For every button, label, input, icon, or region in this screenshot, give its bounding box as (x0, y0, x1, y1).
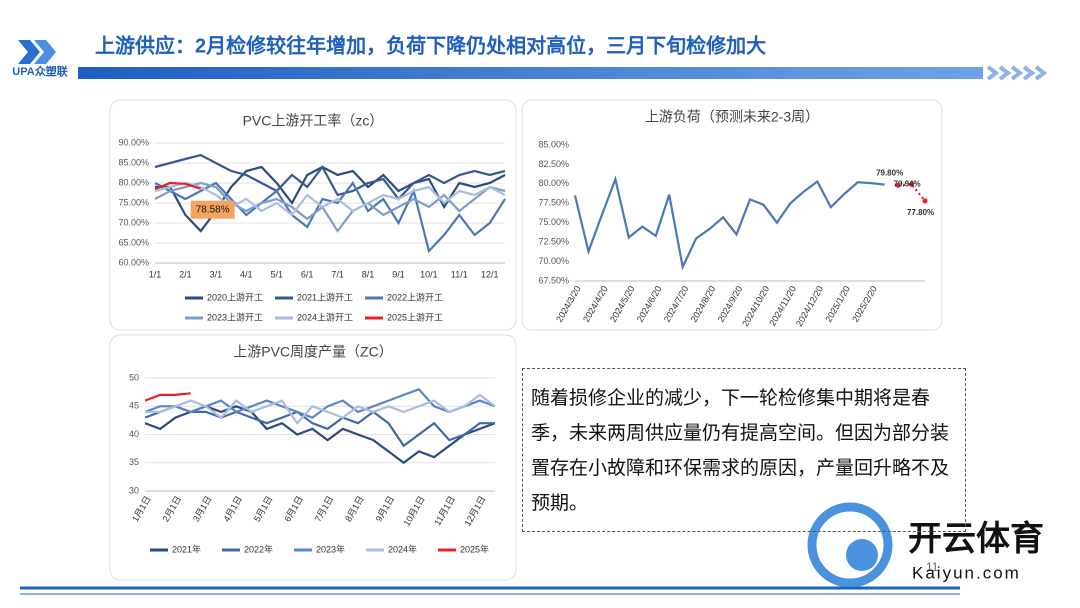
y-tick-label: 45 (129, 401, 139, 411)
y-tick-label: 75.00% (118, 197, 149, 207)
page-number: 11 (926, 560, 939, 574)
x-tick-label: 7/1 (331, 269, 344, 279)
point (922, 198, 928, 204)
data-label: 77.80% (907, 208, 934, 217)
header-arrows (986, 65, 1048, 81)
legend-label: 2022年 (244, 543, 273, 554)
y-tick-label: 65.00% (118, 237, 149, 247)
legend-label: 2024年 (388, 543, 417, 554)
chart-title: 上游负荷（预测未来2-3周） (645, 109, 819, 125)
logo-text: UPA众塑联 (12, 64, 67, 78)
x-tick-label: 11/1 (451, 269, 468, 279)
chart-frame (109, 334, 517, 581)
chart-title: PVC上游开工率（zc） (243, 113, 384, 129)
x-tick-label: 6/1 (301, 269, 314, 279)
y-tick-label: 67.50% (538, 275, 569, 285)
x-tick-label: 10/1 (420, 269, 438, 279)
legend-label: 2021年 (172, 543, 201, 554)
y-tick-label: 50 (129, 372, 139, 382)
legend-label: 2025年 (460, 543, 489, 554)
legend-label: 2025上游开工 (387, 311, 443, 322)
y-tick-label: 35 (129, 457, 139, 467)
y-tick-label: 77.50% (538, 198, 569, 208)
y-tick-label: 85.00% (538, 139, 569, 149)
watermark-en: Kaiyun.com (912, 563, 1021, 582)
series-line (154, 181, 506, 217)
y-tick-label: 70.00% (538, 256, 569, 266)
y-tick-label: 70.00% (118, 217, 149, 227)
watermark-cn: 开云体育 (908, 520, 1044, 558)
y-tick-label: 82.50% (538, 159, 569, 169)
header-band (78, 67, 983, 79)
y-tick-label: 90.00% (118, 137, 149, 147)
y-tick-label: 60.00% (118, 257, 149, 267)
y-tick-label: 85.00% (118, 157, 149, 167)
logo: UPA众塑联 (12, 40, 68, 78)
chart-frame (521, 99, 943, 331)
y-tick-label: 80.00% (118, 177, 149, 187)
series-line (154, 181, 506, 233)
text-box: 随着损修企业的减少，下一轮检修集中期将是春季，未来两周供应量仍有提高空间。但因为… (522, 368, 966, 532)
slide-title: 上游供应：2月检修较往年增加，负荷下降仍处相对高位，三月下旬检修加大 (95, 33, 766, 57)
y-tick-label: 40 (129, 429, 139, 439)
legend-label: 2021上游开工 (297, 291, 353, 302)
series-line (144, 405, 495, 448)
annotation-box (190, 200, 235, 219)
series-line (145, 393, 496, 425)
chart-title: 上游PVC周度产量（ZC） (233, 344, 392, 360)
y-tick-label: 80.00% (538, 178, 569, 188)
x-tick-label: 9/1 (392, 269, 405, 279)
y-tick-label: 72.50% (538, 237, 569, 247)
series-line (154, 181, 202, 191)
x-tick-label: 8/1 (362, 269, 375, 279)
series-line (573, 175, 885, 271)
x-tick-label: 4/1 (240, 269, 253, 279)
x-tick-label: 2/1 (179, 269, 192, 279)
annotation: 78.58% (196, 204, 230, 215)
x-tick-label: 12/1 (481, 269, 499, 279)
series-line (144, 388, 496, 419)
x-tick-label: 3/1 (210, 269, 223, 279)
x-tick-label: 5/1 (270, 269, 283, 279)
legend-label: 2020上游开工 (207, 291, 263, 302)
series-line (154, 180, 506, 254)
legend-label: 2024上游开工 (297, 311, 353, 322)
legend-label: 2022上游开工 (387, 291, 443, 302)
legend-label: 2023年 (316, 543, 345, 554)
y-tick-label: 30 (129, 485, 139, 495)
watermark: 开云体育 Kaiyun.com (807, 502, 1044, 588)
y-tick-label: 75.00% (538, 217, 569, 227)
x-tick-label: 1/1 (149, 269, 162, 279)
data-label: 79.94% (894, 179, 921, 188)
series-line (144, 392, 191, 402)
series-line (154, 153, 506, 201)
data-label: 79.80% (876, 169, 903, 178)
point (895, 182, 901, 188)
legend-label: 2023上游开工 (207, 311, 263, 322)
